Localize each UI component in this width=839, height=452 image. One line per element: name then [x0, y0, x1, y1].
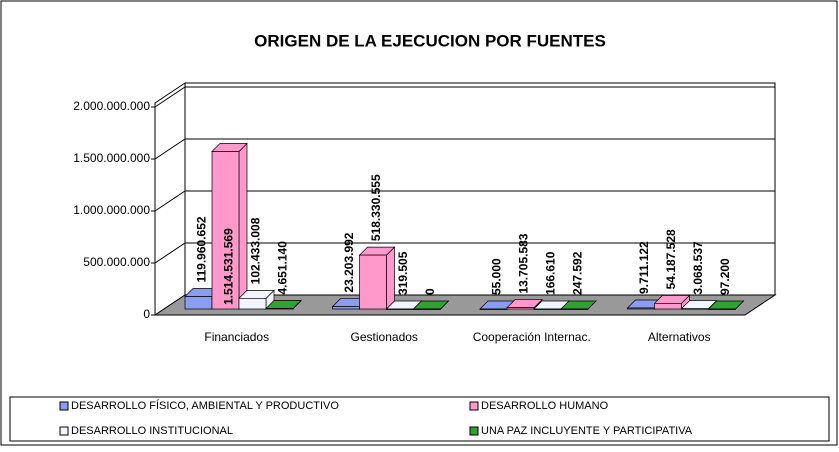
- bar: [184, 296, 213, 310]
- value-label: 119.960.652: [195, 216, 209, 282]
- x-tick-label: Financiados: [204, 330, 269, 344]
- bar: [386, 308, 414, 310]
- bar: [332, 306, 360, 310]
- legend-label: DESARROLLO HUMANO: [481, 400, 609, 412]
- side-wall: [154, 82, 186, 316]
- value-label: 102.433.008: [249, 217, 263, 284]
- grid-line: [154, 138, 775, 160]
- legend-swatch: [59, 426, 69, 436]
- grid-line: [154, 190, 775, 212]
- back-wall: [184, 82, 776, 296]
- legend-box: [9, 396, 830, 442]
- value-label: 54.187.528: [664, 229, 678, 289]
- y-tick-label: 500.000.000: [83, 255, 150, 269]
- value-label: 3.068.537: [691, 241, 705, 295]
- value-label: 4.651.140: [276, 241, 290, 295]
- value-label: 23.203.992: [342, 232, 356, 292]
- bar: [560, 308, 589, 310]
- bar: [413, 308, 441, 310]
- bar-side: [386, 246, 395, 310]
- bar: [265, 308, 294, 310]
- value-label: 166.610: [544, 251, 558, 295]
- bar: [627, 307, 655, 310]
- bar: [533, 308, 562, 310]
- bar: [681, 308, 709, 310]
- x-tick-label: Alternativos: [648, 330, 711, 344]
- legend-swatch: [469, 401, 479, 411]
- value-label: 247.592: [571, 251, 585, 295]
- legend-label: DESARROLLO FÍSICO, AMBIENTAL Y PRODUCTIV…: [71, 399, 339, 412]
- grid-line: [154, 86, 775, 108]
- bar-side: [238, 142, 248, 310]
- bar: [708, 308, 736, 310]
- bar: [479, 308, 508, 310]
- bar: [654, 303, 682, 310]
- floor: [153, 294, 777, 316]
- value-label: 13.705.583: [517, 233, 531, 293]
- grid-line: [154, 242, 775, 264]
- legend-swatch: [59, 401, 69, 411]
- value-label: 319.505: [396, 251, 410, 295]
- y-tick-label: 1.000.000.000: [73, 203, 150, 217]
- value-label: 97.200: [718, 258, 732, 295]
- legend-label: UNA PAZ INCLUYENTE Y PARTICIPATIVA: [481, 425, 693, 437]
- value-label: 9.711.122: [637, 241, 651, 294]
- y-tick-label: 1.500.000.000: [73, 151, 150, 165]
- chart-title: ORIGEN DE LA EJECUCION POR FUENTES: [254, 31, 606, 50]
- bar: [359, 254, 387, 310]
- y-tick-label: 0: [143, 307, 150, 321]
- bar: [506, 307, 535, 310]
- legend-label: DESARROLLO INSTITUCIONAL: [71, 425, 233, 437]
- value-label: 1.514.531.569: [222, 228, 236, 305]
- x-tick-label: Gestionados: [351, 330, 418, 344]
- bar: [211, 151, 240, 310]
- legend-swatch: [469, 426, 479, 436]
- value-label: 0: [423, 288, 437, 295]
- value-label: 55.000: [490, 258, 504, 295]
- y-tick-label: 2.000.000.000: [73, 99, 150, 113]
- value-label: 518.330.555: [369, 174, 383, 241]
- bar: [238, 297, 267, 310]
- x-tick-label: Cooperación Internac.: [473, 330, 591, 344]
